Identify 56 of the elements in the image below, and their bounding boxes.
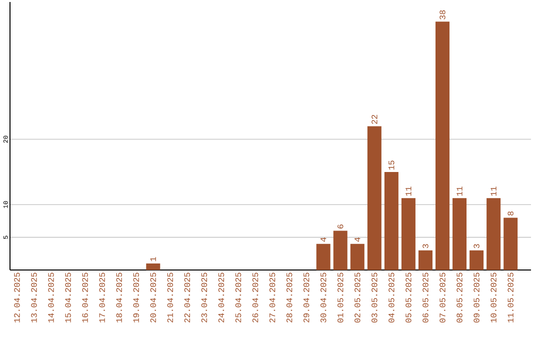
x-tick-label: 15.04.2025 [65,272,71,322]
data-label: 38 [440,10,446,20]
x-tick-label: 14.04.2025 [48,272,54,322]
x-tick-label: 25.04.2025 [235,272,242,322]
x-tick-label: 07.05.2025 [440,272,446,322]
x-tick-label: 04.05.2025 [388,272,394,322]
x-tick-label: 27.04.2025 [269,272,276,322]
data-label: 3 [474,244,480,248]
bar [333,230,348,270]
x-tick-label: 10.05.2025 [490,272,496,322]
x-tick-label: 08.05.2025 [456,272,462,322]
x-tick-label: 05.05.2025 [406,272,412,322]
bar [470,250,484,270]
x-tick-label: 24.04.2025 [218,272,224,322]
x-tick-label: 28.04.2025 [286,272,292,322]
x-tick-label: 17.04.2025 [99,272,105,322]
data-label: 22 [372,114,378,124]
x-tick-label: 30.04.2025 [320,272,326,322]
data-label: 15 [388,160,394,170]
x-tick-label: 12.04.2025 [14,272,20,322]
data-label: 3 [422,244,428,248]
x-tick-label: 19.04.2025 [133,272,139,322]
bar [452,198,467,270]
data-label: 11 [406,186,412,196]
x-tick-label: 01.05.2025 [337,272,344,322]
data-label: 1 [150,257,156,262]
x-tick-label: 22.04.2025 [184,272,190,322]
bar [316,244,330,270]
bar [401,198,416,270]
data-label: 8 [508,211,514,216]
data-label: 6 [337,224,344,228]
x-tick-label: 09.05.2025 [474,272,480,322]
bar [436,22,450,270]
data-label: 4 [320,238,326,242]
x-tick-label: 02.05.2025 [354,272,360,322]
x-tick-label: 21.04.2025 [167,272,174,322]
x-tick-label: 11.05.2025 [508,272,514,322]
x-tick-label: 20.04.2025 [150,272,156,322]
x-tick-label: 16.04.2025 [82,272,88,322]
x-tick-label: 03.05.2025 [372,272,378,322]
x-tick-label: 18.04.2025 [116,272,122,322]
bar [486,198,501,270]
data-label: 11 [490,186,496,196]
data-label: 4 [354,238,360,242]
x-tick-label: 26.04.2025 [252,272,258,322]
x-tick-label: 29.04.2025 [303,272,310,322]
x-tick-label: 23.04.2025 [201,272,208,322]
bar [418,250,432,270]
bar [504,218,518,270]
bar [384,172,398,270]
bar [367,126,382,270]
x-tick-label: 13.04.2025 [31,272,37,322]
x-tick-label: 06.05.2025 [422,272,428,322]
bar [146,263,160,270]
data-label: 11 [456,186,462,196]
bar [350,244,364,270]
